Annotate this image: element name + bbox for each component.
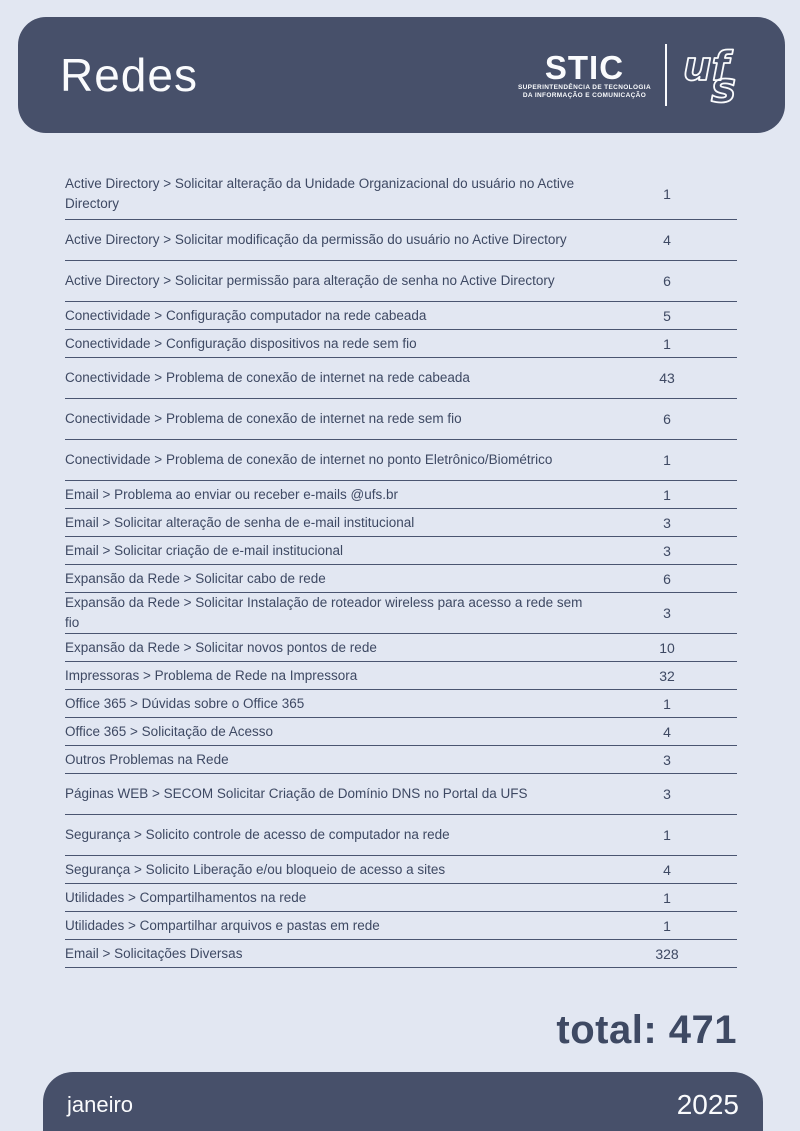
service-label: Outros Problemas na Rede	[65, 751, 229, 767]
service-count: 3	[663, 542, 671, 559]
service-count: 3	[663, 605, 671, 621]
service-count: 32	[659, 667, 675, 684]
svg-text:uf: uf	[683, 44, 733, 90]
service-count: 6	[663, 273, 671, 289]
table-row: Active Directory > Solicitar alteração d…	[65, 168, 737, 220]
table-row: Conectividade > Problema de conexão de i…	[65, 399, 737, 440]
service-count: 3	[663, 751, 671, 768]
service-label: Office 365 > Dúvidas sobre o Office 365	[65, 695, 305, 711]
table-row: Expansão da Rede > Solicitar Instalação …	[65, 593, 737, 634]
service-label: Conectividade > Configuração dispositivo…	[65, 335, 417, 351]
service-count: 4	[663, 861, 671, 878]
service-count: 1	[663, 335, 671, 352]
footer-month: janeiro	[67, 1091, 134, 1117]
service-count: 10	[659, 639, 675, 656]
table-row: Conectividade > Configuração dispositivo…	[65, 330, 737, 358]
stic-acronym: STIC	[544, 48, 625, 86]
service-label: Expansão da Rede > Solicitar novos ponto…	[65, 639, 377, 655]
service-label: Active Directory > Solicitar alteração d…	[65, 175, 575, 211]
table-row: Email > Solicitações Diversas 328	[65, 940, 737, 968]
table-row: Office 365 > Solicitação de Acesso 4	[65, 718, 737, 746]
service-label: Email > Solicitar alteração de senha de …	[65, 514, 415, 530]
service-label: Email > Solicitações Diversas	[65, 945, 243, 961]
table-row: Impressoras > Problema de Rede na Impres…	[65, 662, 737, 690]
footer-banner: janeiro 2025	[43, 1072, 763, 1131]
stic-subtitle-line1: SUPERINTENDÊNCIA DE TECNOLOGIA	[517, 84, 651, 91]
stic-subtitle-line2: DA INFORMAÇÃO E COMUNICAÇÃO	[522, 92, 647, 99]
header-banner: Redes STIC SUPERINTENDÊNCIA DE TECNOLOGI…	[18, 17, 785, 133]
service-count: 1	[663, 917, 671, 934]
service-label: Conectividade > Problema de conexão de i…	[65, 411, 462, 427]
service-label: Segurança > Solicito Liberação e/ou bloq…	[65, 861, 446, 877]
service-count: 1	[663, 827, 671, 843]
table-row: Utilidades > Compartilhamentos na rede 1	[65, 884, 737, 912]
stic-wordmark: STIC SUPERINTENDÊNCIA DE TECNOLOGIA DA I…	[518, 51, 651, 100]
table-row: Conectividade > Problema de conexão de i…	[65, 358, 737, 399]
service-label: Conectividade > Problema de conexão de i…	[65, 452, 553, 468]
table-row: Email > Solicitar criação de e-mail inst…	[65, 537, 737, 565]
service-label: Impressoras > Problema de Rede na Impres…	[65, 667, 358, 683]
table-row: Outros Problemas na Rede 3	[65, 746, 737, 774]
service-count: 1	[663, 452, 671, 468]
table-row: Conectividade > Problema de conexão de i…	[65, 440, 737, 481]
table-row: Active Directory > Solicitar modificação…	[65, 220, 737, 261]
table-row: Segurança > Solicito controle de acesso …	[65, 815, 737, 856]
service-label: Expansão da Rede > Solicitar cabo de red…	[65, 570, 326, 586]
table-row: Active Directory > Solicitar permissão p…	[65, 261, 737, 302]
table-row: Segurança > Solicito Liberação e/ou bloq…	[65, 856, 737, 884]
table-row: Conectividade > Configuração computador …	[65, 302, 737, 330]
table-row: Utilidades > Compartilhar arquivos e pas…	[65, 912, 737, 940]
table-row: Office 365 > Dúvidas sobre o Office 365 …	[65, 690, 737, 718]
stic-ufs-logo: STIC SUPERINTENDÊNCIA DE TECNOLOGIA DA I…	[518, 42, 751, 108]
footer-year: 2025	[676, 1088, 739, 1120]
table-row: Expansão da Rede > Solicitar cabo de red…	[65, 565, 737, 593]
service-count: 3	[663, 514, 671, 531]
service-label: Email > Problema ao enviar ou receber e-…	[65, 486, 398, 502]
service-label: Utilidades > Compartilhar arquivos e pas…	[65, 917, 380, 933]
service-count: 6	[663, 570, 671, 587]
service-count: 3	[663, 786, 671, 802]
ufs-logo-icon: uf s	[682, 43, 737, 108]
service-label: Expansão da Rede > Solicitar Instalação …	[65, 595, 583, 630]
service-label: Active Directory > Solicitar modificação…	[65, 232, 567, 248]
table-row: Expansão da Rede > Solicitar novos ponto…	[65, 634, 737, 662]
service-label: Active Directory > Solicitar permissão p…	[65, 273, 555, 289]
service-count: 1	[663, 185, 671, 202]
service-count: 1	[663, 889, 671, 906]
service-label: Office 365 > Solicitação de Acesso	[65, 723, 274, 739]
service-count: 4	[663, 232, 671, 248]
service-label: Páginas WEB > SECOM Solicitar Criação de…	[65, 786, 528, 802]
service-label: Conectividade > Problema de conexão de i…	[65, 370, 470, 386]
service-count: 1	[663, 695, 671, 712]
service-count: 328	[655, 945, 679, 962]
service-count: 4	[663, 723, 671, 740]
service-count: 1	[663, 486, 671, 503]
service-count: 5	[663, 307, 671, 324]
logo-divider	[665, 44, 667, 106]
svg-text:s: s	[711, 63, 736, 108]
services-table: Active Directory > Solicitar alteração d…	[65, 168, 737, 968]
service-label: Conectividade > Configuração computador …	[65, 307, 427, 323]
service-label: Utilidades > Compartilhamentos na rede	[65, 889, 307, 905]
service-count: 6	[663, 411, 671, 427]
table-row: Páginas WEB > SECOM Solicitar Criação de…	[65, 774, 737, 815]
table-row: Email > Problema ao enviar ou receber e-…	[65, 481, 737, 509]
page-title: Redes	[60, 49, 198, 101]
total-count: total: 471	[556, 1008, 737, 1052]
table-row: Email > Solicitar alteração de senha de …	[65, 509, 737, 537]
service-count: 43	[659, 370, 675, 386]
service-label: Segurança > Solicito controle de acesso …	[65, 827, 450, 843]
service-label: Email > Solicitar criação de e-mail inst…	[65, 542, 343, 558]
